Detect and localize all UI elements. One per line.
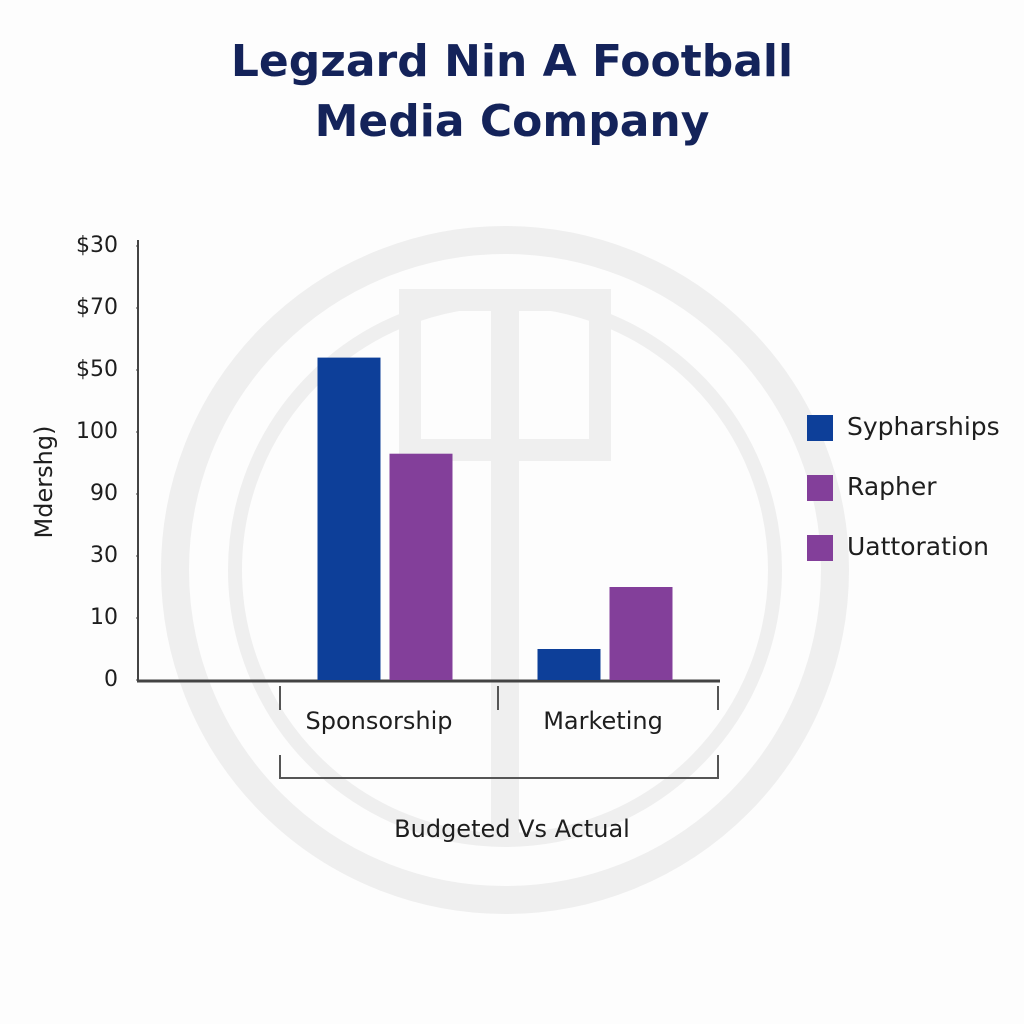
x-tick-label: Marketing	[543, 707, 663, 735]
x-tick-label: Sponsorship	[305, 707, 452, 735]
watermark	[161, 226, 849, 914]
legend-label: Uattoration	[847, 532, 989, 561]
chart-title: Legzard Nin A Football Media Company	[230, 36, 794, 147]
bar	[609, 587, 673, 680]
legend-label: Sypharships	[847, 412, 1000, 441]
x-axis-label: Budgeted Vs Actual	[394, 815, 630, 843]
bar	[537, 649, 601, 680]
category-bracket	[279, 686, 719, 779]
legend-swatch	[807, 535, 833, 561]
legend-swatch	[807, 475, 833, 501]
y-tick-label: $70	[76, 295, 118, 320]
y-tick-label: $30	[76, 233, 118, 258]
y-tick-label: 10	[90, 605, 118, 630]
legend-swatch	[807, 415, 833, 441]
y-tick-label: 100	[76, 419, 118, 444]
bar	[389, 453, 453, 680]
y-tick-label: 90	[90, 481, 118, 506]
y-tick-label: $50	[76, 357, 118, 382]
y-axis-label: Mdershg)	[30, 426, 58, 539]
bar	[317, 357, 381, 680]
y-tick-label: 0	[104, 667, 118, 692]
y-tick-label: 30	[90, 543, 118, 568]
legend-label: Rapher	[847, 472, 937, 501]
